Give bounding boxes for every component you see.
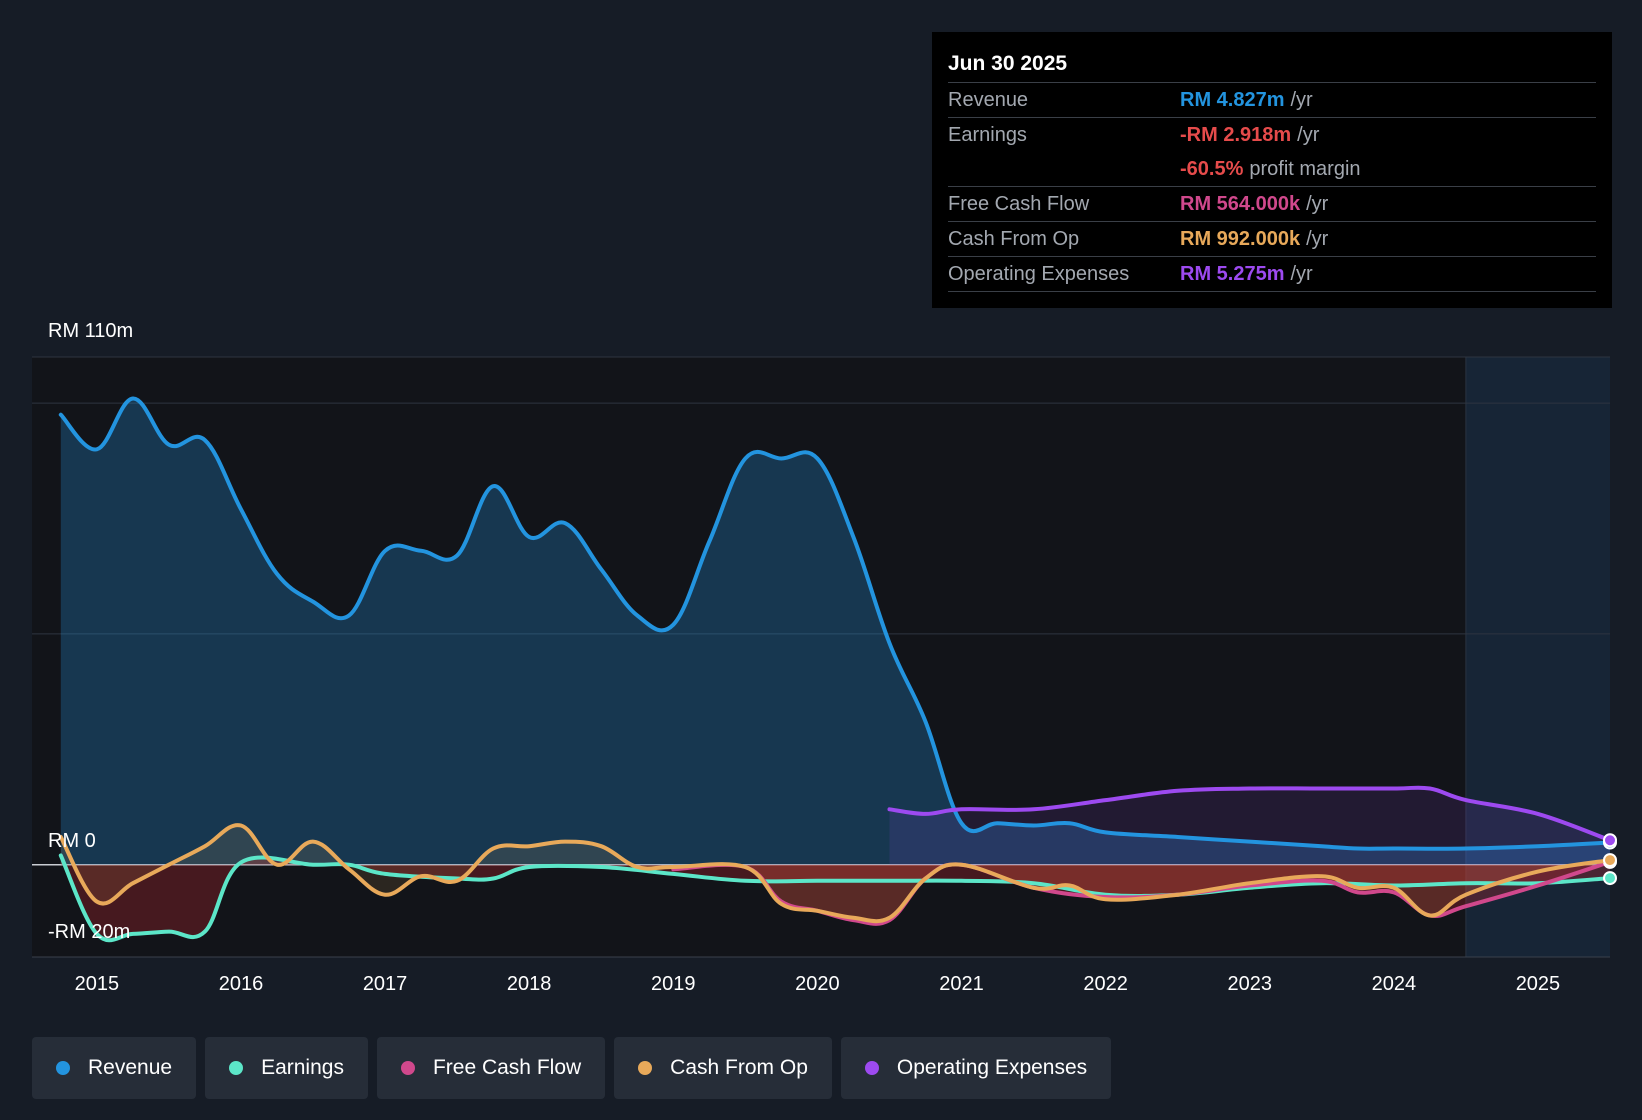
- legend-item-earnings[interactable]: Earnings: [205, 1037, 368, 1099]
- legend-label: Free Cash Flow: [432, 1056, 582, 1079]
- tooltip-row-revenue: Revenue RM 4.827m /yr: [948, 82, 1596, 117]
- tooltip-value: RM 4.827m: [1180, 88, 1285, 111]
- y-axis-bottom-label: -RM 20m: [48, 921, 131, 943]
- revenue-dot-icon: [56, 1061, 70, 1075]
- series-line-revenue: [58, 396, 1612, 851]
- x-tick-label: 2025: [1516, 973, 1561, 995]
- series-line-operating-expenses: [887, 785, 1612, 843]
- tooltip-label: Revenue: [948, 88, 1029, 111]
- operating-expenses-dot-icon: [864, 1061, 879, 1075]
- area-revenue: [60, 398, 1610, 865]
- x-tick-label: 2023: [1227, 973, 1272, 995]
- legend-label: Cash From Op: [670, 1056, 808, 1079]
- tooltip-row-free-cash-flow: Free Cash Flow RM 564.000k /yr: [948, 186, 1596, 221]
- free-cash-flow-dot-icon: [400, 1061, 415, 1075]
- tooltip-value: -RM 2.918m: [1180, 123, 1292, 146]
- legend-item-revenue[interactable]: Revenue: [32, 1037, 197, 1099]
- tooltip-label: Free Cash Flow: [948, 192, 1090, 215]
- end-point-operating-expenses: [1603, 833, 1617, 848]
- tooltip-label: Operating Expenses: [948, 262, 1130, 285]
- tooltip-label: Cash From Op: [948, 227, 1080, 250]
- tooltip-unit: /yr: [1290, 88, 1313, 111]
- tooltip-unit: /yr: [1297, 123, 1320, 146]
- x-tick-label: 2019: [651, 973, 696, 995]
- tooltip-unit: /yr: [1290, 262, 1313, 285]
- series-line-cash-from-op: [58, 823, 1612, 924]
- tooltip-unit: profit margin: [1249, 157, 1361, 180]
- x-tick-label: 2015: [75, 973, 120, 995]
- chart-legend: Revenue Earnings Free Cash Flow Cash Fro…: [32, 1037, 1112, 1099]
- y-axis-top-label: RM 110m: [48, 320, 134, 342]
- legend-label: Revenue: [88, 1056, 173, 1079]
- legend-item-cash-from-op[interactable]: Cash From Op: [614, 1037, 832, 1099]
- x-tick-label: 2018: [507, 973, 552, 995]
- series-line-earnings: [58, 853, 1612, 943]
- tooltip-unit: /yr: [1306, 227, 1329, 250]
- legend-item-operating-expenses[interactable]: Operating Expenses: [840, 1037, 1112, 1099]
- tooltip-value: RM 5.275m: [1180, 262, 1285, 285]
- legend-item-free-cash-flow[interactable]: Free Cash Flow: [376, 1037, 606, 1099]
- tooltip-unit: /yr: [1306, 192, 1329, 215]
- area-cash-from-op: [60, 825, 1610, 922]
- tooltip-value: -60.5%: [1180, 157, 1244, 180]
- x-tick-label: 2022: [1083, 973, 1128, 995]
- tooltip-row-earnings: Earnings -RM 2.918m /yr: [948, 117, 1596, 152]
- x-tick-label: 2016: [219, 973, 264, 995]
- end-point-earnings: [1603, 871, 1617, 886]
- legend-label: Earnings: [261, 1056, 344, 1079]
- tooltip-value: RM 564.000k: [1180, 192, 1301, 215]
- tooltip-value: RM 992.000k: [1180, 227, 1301, 250]
- legend-label: Operating Expenses: [896, 1056, 1088, 1079]
- data-tooltip: Jun 30 2025 Revenue RM 4.827m /yr Earnin…: [932, 32, 1612, 308]
- area-free-cash-flow: [673, 861, 1610, 924]
- tooltip-row-cash-from-op: Cash From Op RM 992.000k /yr: [948, 221, 1596, 256]
- end-point-cash-from-op: [1603, 853, 1617, 868]
- cash-from-op-dot-icon: [638, 1061, 653, 1075]
- x-tick-label: 2020: [795, 973, 840, 995]
- tooltip-row-operating-expenses: Operating Expenses RM 5.275m /yr: [948, 256, 1596, 291]
- forecast-region: [1465, 357, 1610, 957]
- tooltip-row-profit-margin: -60.5% profit margin: [948, 152, 1596, 186]
- x-tick-label: 2024: [1372, 973, 1417, 995]
- tooltip-label: Earnings: [948, 123, 1027, 146]
- y-axis-zero-label: RM 0: [48, 830, 96, 852]
- tooltip-date: Jun 30 2025: [948, 52, 1068, 75]
- tooltip-divider: [948, 291, 1596, 292]
- x-tick-label: 2017: [363, 973, 408, 995]
- x-tick-label: 2021: [939, 973, 984, 995]
- earnings-dot-icon: [229, 1061, 244, 1075]
